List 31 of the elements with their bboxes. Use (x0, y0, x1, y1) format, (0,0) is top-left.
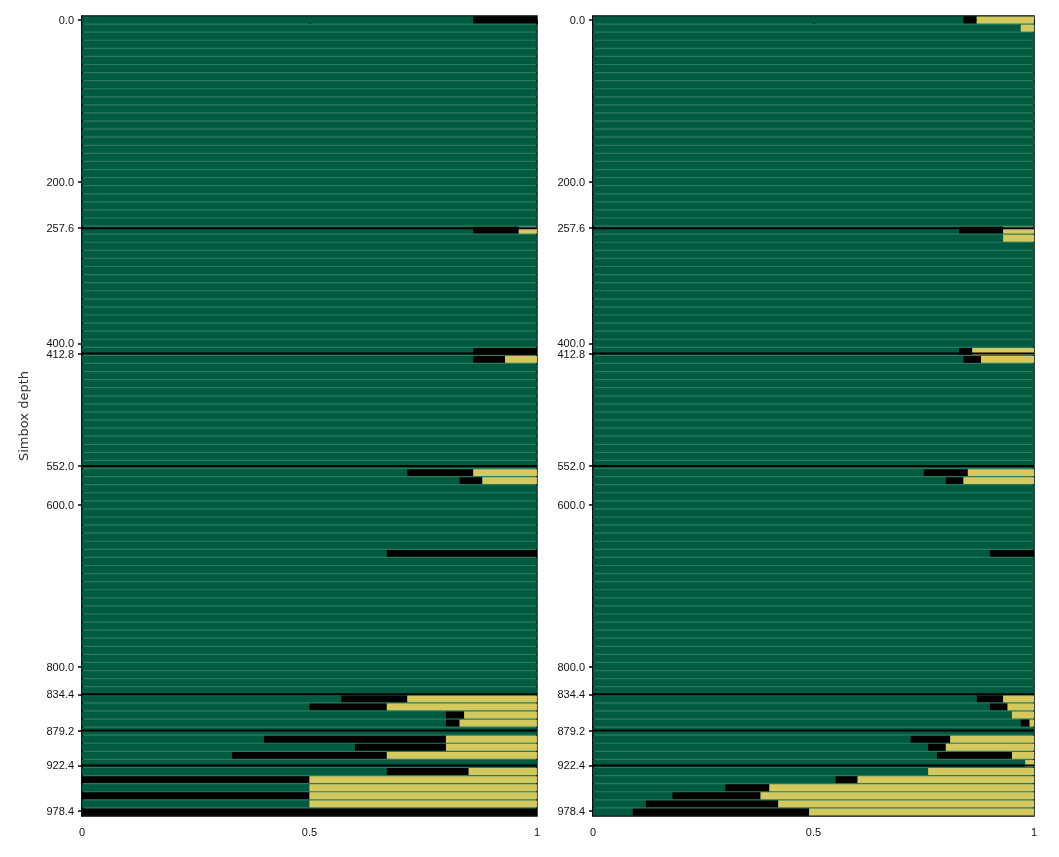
x-tick-label: 0.5 (805, 825, 822, 838)
y-tick-label: 978.4 (46, 804, 74, 817)
x-tick-label: 1 (1030, 825, 1038, 838)
y-tick-label: 879.2 (46, 724, 74, 737)
y-tick-label: 257.6 (557, 222, 585, 235)
y-tick-label: 879.2 (557, 724, 585, 737)
y-tick-label: 800.0 (46, 660, 74, 673)
y-tick-label: 922.4 (557, 759, 585, 772)
x-tick-label: 0 (589, 825, 597, 838)
y-tick-label: 834.4 (557, 688, 585, 701)
y-tick-label: 200.0 (46, 175, 74, 188)
y-tick-label: 412.8 (557, 347, 585, 360)
y-tick-label: 552.0 (46, 460, 74, 473)
y-tick-label: 600.0 (557, 498, 585, 511)
y-axis-title: Simbox depth (16, 371, 31, 461)
y-tick-label: 400.0 (46, 337, 74, 350)
y-tick-label: 400.0 (557, 337, 585, 350)
y-tick-label: 552.0 (557, 460, 585, 473)
y-tick-label: 600.0 (46, 498, 74, 511)
y-tick-label: 978.4 (557, 804, 585, 817)
x-tick-label: 1 (533, 825, 540, 838)
y-tick-label: 834.4 (46, 688, 74, 701)
y-tick-label: 412.8 (46, 347, 74, 360)
y-tick-label: 200.0 (557, 175, 585, 188)
y-tick-label: 0.0 (58, 14, 74, 27)
y-tick-label: 257.6 (46, 222, 74, 235)
y-tick-label: 800.0 (557, 660, 585, 673)
y-tick-label: 0.0 (569, 14, 585, 27)
y-tick-label: 922.4 (46, 759, 74, 772)
x-tick-label: 0 (78, 825, 86, 838)
x-tick-label: 0.5 (301, 825, 318, 838)
